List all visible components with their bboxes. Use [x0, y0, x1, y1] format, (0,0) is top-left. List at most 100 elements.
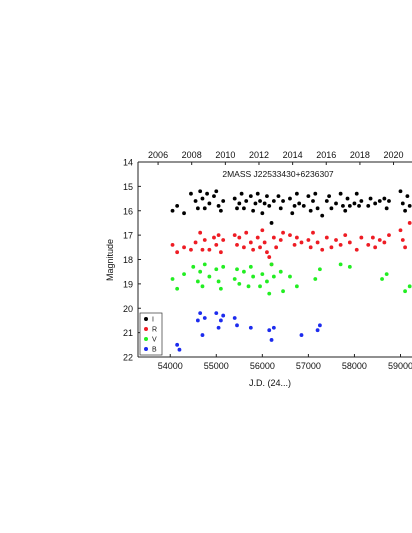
top-year-label: 2016	[316, 150, 336, 160]
data-point-R	[175, 250, 180, 255]
data-point-B	[248, 325, 253, 330]
data-point-R	[281, 230, 285, 235]
data-point-I	[235, 206, 239, 211]
data-point-I	[239, 191, 244, 196]
data-point-R	[377, 238, 382, 242]
data-point-I	[193, 199, 198, 203]
data-point-I	[260, 211, 265, 216]
legend-marker-B	[144, 347, 148, 351]
data-point-I	[294, 191, 299, 196]
data-point-B	[267, 328, 272, 333]
top-year-label: 2006	[148, 150, 168, 160]
data-point-V	[214, 267, 219, 272]
data-point-R	[343, 233, 348, 238]
data-point-R	[262, 240, 267, 245]
data-point-I	[384, 206, 389, 211]
data-point-B	[269, 338, 274, 342]
data-point-I	[347, 203, 352, 208]
data-point-I	[221, 199, 226, 203]
data-point-V	[175, 286, 180, 291]
legend-label: I	[152, 317, 154, 324]
data-point-B	[177, 347, 182, 352]
data-point-I	[398, 189, 403, 194]
data-point-I	[334, 201, 338, 206]
data-point-R	[212, 235, 216, 240]
data-point-V	[218, 286, 223, 291]
data-point-B	[315, 328, 320, 333]
data-point-I	[320, 213, 325, 218]
data-point-R	[334, 238, 338, 242]
data-point-I	[244, 199, 249, 203]
data-point-V	[258, 284, 262, 289]
data-point-R	[329, 245, 334, 250]
data-point-I	[258, 199, 262, 203]
data-point-I	[253, 201, 258, 206]
top-year-label: 2008	[182, 150, 202, 160]
data-point-V	[278, 269, 283, 274]
data-point-I	[278, 206, 283, 211]
legend-marker-R	[144, 327, 148, 331]
data-point-R	[260, 228, 265, 233]
data-point-V	[216, 279, 221, 284]
data-point-I	[341, 203, 345, 208]
y-tick-label: 19	[123, 279, 133, 289]
data-point-I	[377, 199, 382, 203]
data-point-I	[255, 191, 260, 196]
x-tick-label: 58000	[342, 361, 367, 371]
data-point-R	[267, 255, 272, 259]
y-tick-label: 17	[123, 231, 133, 241]
y-tick-label: 16	[123, 206, 133, 216]
data-point-I	[248, 194, 253, 199]
data-point-R	[308, 245, 313, 250]
data-point-I	[170, 208, 175, 213]
data-point-R	[347, 240, 352, 245]
data-point-I	[311, 199, 315, 203]
data-point-V	[221, 264, 226, 269]
data-point-R	[248, 240, 253, 245]
data-point-R	[251, 247, 256, 252]
data-point-R	[292, 242, 297, 247]
data-point-V	[246, 284, 251, 289]
data-point-I	[288, 196, 292, 201]
data-point-B	[195, 318, 200, 323]
data-point-B	[317, 323, 322, 328]
data-point-I	[313, 191, 318, 196]
data-point-I	[216, 203, 221, 208]
top-year-label: 2020	[384, 150, 404, 160]
data-point-I	[338, 191, 343, 196]
data-point-R	[288, 233, 292, 238]
data-point-I	[175, 203, 180, 208]
legend-label: R	[152, 327, 157, 334]
data-point-R	[370, 235, 375, 240]
data-point-V	[384, 272, 389, 277]
data-point-I	[262, 201, 267, 206]
data-point-V	[313, 277, 318, 281]
data-point-B	[200, 333, 205, 337]
data-point-R	[221, 238, 226, 242]
data-point-R	[232, 233, 237, 238]
data-point-R	[214, 242, 219, 247]
top-year-label: 2018	[350, 150, 370, 160]
data-point-R	[278, 238, 283, 242]
data-point-R	[207, 247, 212, 252]
data-point-R	[403, 245, 407, 250]
data-point-I	[202, 206, 207, 211]
data-point-B	[202, 316, 207, 320]
top-year-label: 2012	[249, 150, 269, 160]
data-point-R	[198, 230, 203, 235]
data-point-I	[290, 211, 295, 216]
data-point-I	[200, 196, 205, 201]
data-point-R	[299, 240, 304, 245]
data-point-V	[403, 289, 407, 294]
top-year-label: 2014	[283, 150, 303, 160]
chart-title: 2MASS J22533430+6236307	[222, 169, 334, 179]
data-point-I	[407, 203, 412, 208]
data-point-V	[207, 274, 212, 279]
data-point-I	[308, 208, 313, 213]
data-point-V	[202, 262, 207, 267]
data-point-V	[191, 264, 196, 269]
data-point-R	[193, 240, 198, 245]
data-point-R	[354, 247, 359, 252]
data-point-V	[267, 291, 272, 296]
